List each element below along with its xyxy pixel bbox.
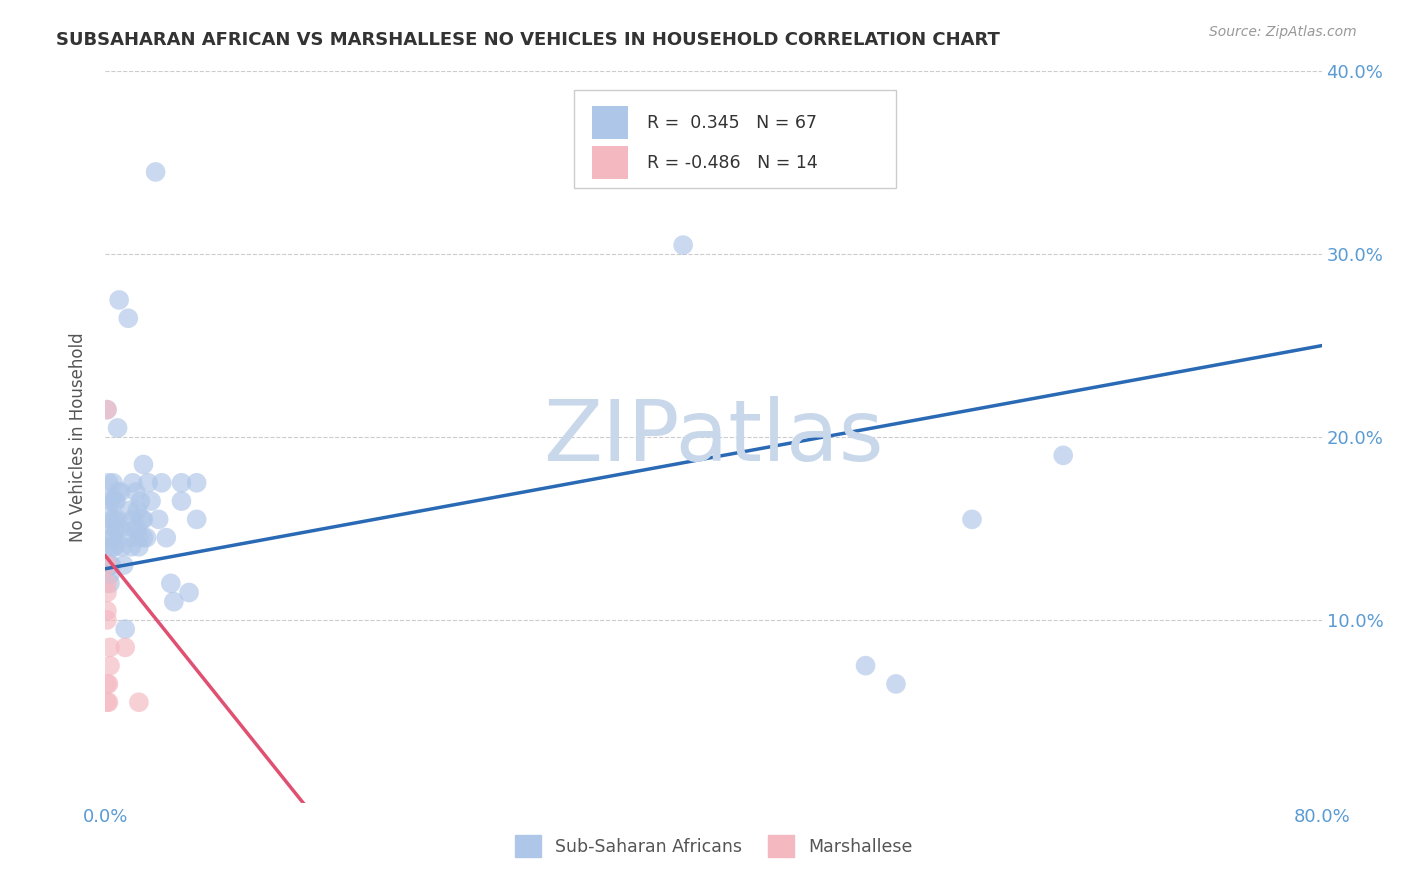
Point <box>672 238 695 252</box>
Point <box>107 485 129 500</box>
Point <box>118 503 141 517</box>
Point <box>97 540 120 554</box>
Point <box>139 494 162 508</box>
Text: Source: ZipAtlas.com: Source: ZipAtlas.com <box>1209 25 1357 39</box>
FancyBboxPatch shape <box>592 146 628 179</box>
Point <box>120 540 142 554</box>
Text: R = -0.486   N = 14: R = -0.486 N = 14 <box>647 153 817 172</box>
Point <box>96 402 118 417</box>
Point <box>98 558 121 573</box>
Point <box>170 475 193 490</box>
Y-axis label: No Vehicles in Household: No Vehicles in Household <box>69 332 87 542</box>
Point <box>97 695 120 709</box>
Point <box>96 558 118 573</box>
Point <box>103 494 125 508</box>
Point <box>132 531 155 545</box>
Point <box>112 558 135 573</box>
Point <box>884 677 907 691</box>
Point <box>128 695 150 709</box>
Point <box>97 475 120 490</box>
Point <box>121 475 143 490</box>
Point <box>101 512 124 526</box>
Point <box>100 494 122 508</box>
Point <box>159 576 181 591</box>
Legend: Sub-Saharan Africans, Marshallese: Sub-Saharan Africans, Marshallese <box>508 829 920 863</box>
Point <box>98 640 121 655</box>
Point <box>124 521 146 535</box>
Point <box>121 512 143 526</box>
Point <box>170 494 193 508</box>
Point <box>136 475 159 490</box>
Point <box>107 421 129 435</box>
Point <box>1052 449 1074 463</box>
Point <box>135 531 157 545</box>
Point <box>110 521 132 535</box>
Point <box>186 475 208 490</box>
Point <box>98 512 121 526</box>
Point <box>105 521 128 535</box>
Point <box>127 503 149 517</box>
FancyBboxPatch shape <box>574 90 896 188</box>
Point <box>107 512 129 526</box>
Point <box>96 695 118 709</box>
Point <box>96 402 118 417</box>
Point <box>128 531 150 545</box>
Text: SUBSAHARAN AFRICAN VS MARSHALLESE NO VEHICLES IN HOUSEHOLD CORRELATION CHART: SUBSAHARAN AFRICAN VS MARSHALLESE NO VEH… <box>56 31 1000 49</box>
Point <box>960 512 983 526</box>
Point <box>148 512 170 526</box>
Point <box>114 640 136 655</box>
Point <box>125 485 148 500</box>
Point <box>129 494 152 508</box>
Point <box>96 613 118 627</box>
Point <box>96 604 118 618</box>
Point <box>117 311 139 326</box>
Text: ZIPatlas: ZIPatlas <box>543 395 884 479</box>
Point <box>96 576 118 591</box>
Point <box>103 512 125 526</box>
Point <box>150 475 173 490</box>
Point <box>101 540 124 554</box>
Point <box>96 585 118 599</box>
Point <box>163 594 186 608</box>
Point <box>118 531 141 545</box>
Point <box>186 512 208 526</box>
Point <box>103 540 125 554</box>
Point <box>97 494 120 508</box>
Point <box>100 531 122 545</box>
Point <box>111 540 134 554</box>
Point <box>131 512 153 526</box>
Point <box>103 521 125 535</box>
Point <box>101 475 124 490</box>
Point <box>127 521 149 535</box>
Point <box>97 677 120 691</box>
Point <box>855 658 877 673</box>
Point <box>128 540 150 554</box>
Point <box>110 485 132 500</box>
Point <box>132 512 155 526</box>
Point <box>132 458 155 472</box>
Point <box>177 585 200 599</box>
Point <box>155 531 177 545</box>
Point <box>108 293 131 307</box>
Point <box>96 677 118 691</box>
Point <box>98 576 121 591</box>
Text: R =  0.345   N = 67: R = 0.345 N = 67 <box>647 113 817 131</box>
Point <box>98 567 121 582</box>
Point <box>145 165 167 179</box>
Point <box>100 558 122 573</box>
Point <box>105 494 128 508</box>
Point <box>101 531 124 545</box>
Point <box>98 658 121 673</box>
Point <box>114 622 136 636</box>
FancyBboxPatch shape <box>592 106 628 139</box>
